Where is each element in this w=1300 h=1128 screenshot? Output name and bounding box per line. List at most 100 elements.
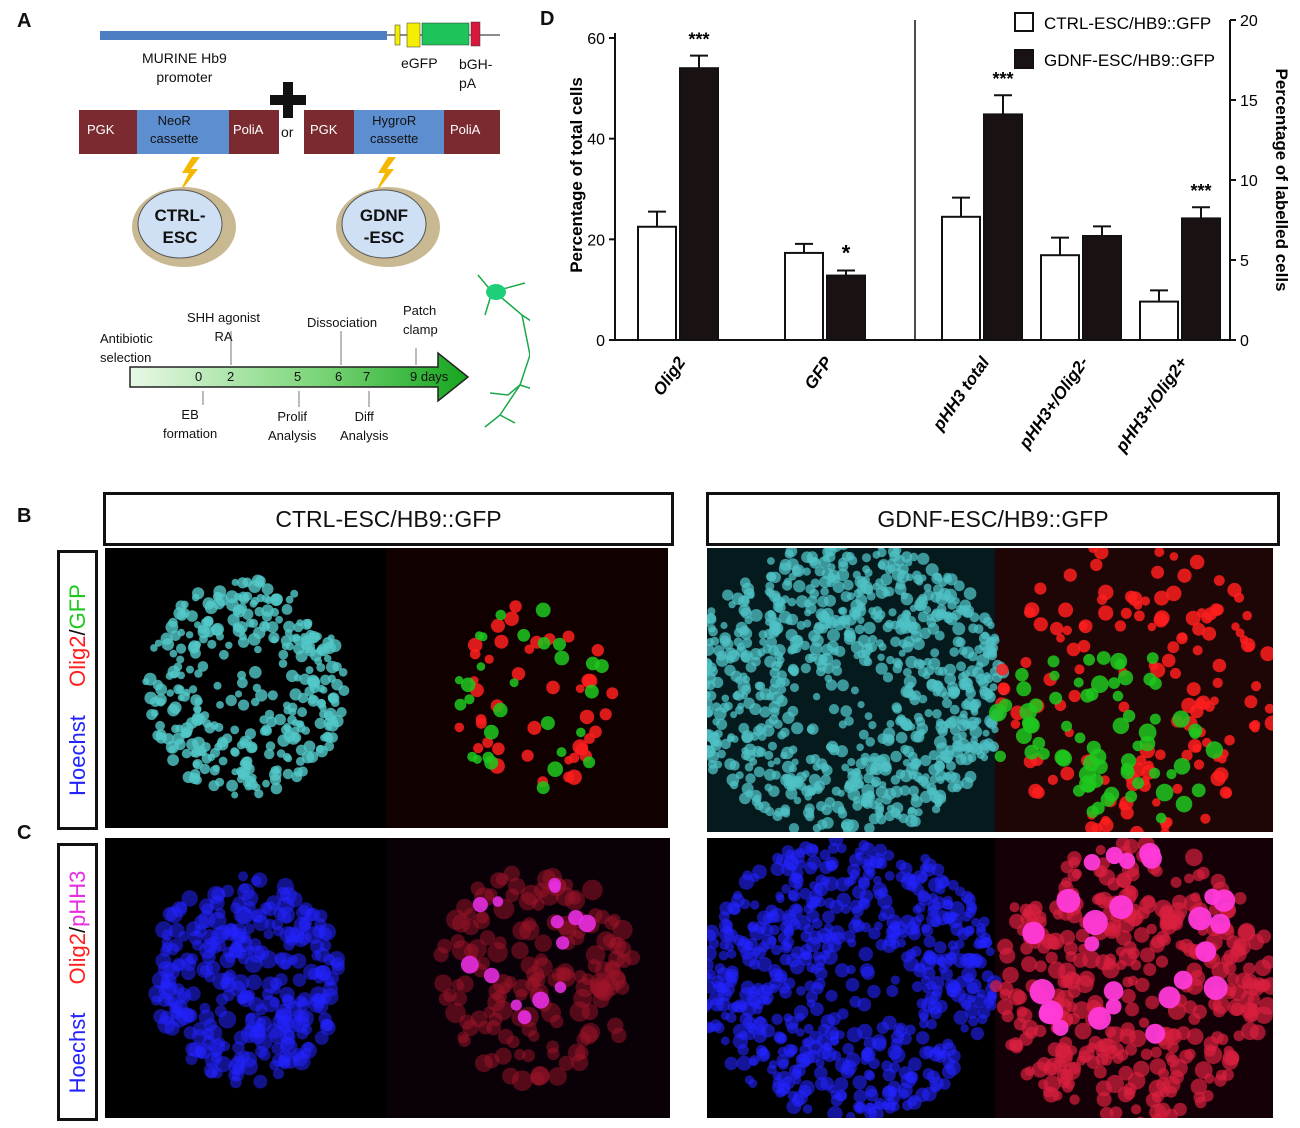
hoechst-blue-ctrl [148, 871, 346, 1089]
panel-a-schematic [79, 21, 530, 428]
micrograph-c-ctrl [105, 838, 670, 1118]
bar-gdnf [826, 274, 866, 341]
hoechst-cyan-gdnf [707, 548, 1010, 832]
bgh-pa-bar [470, 21, 481, 47]
day-2: 2 [227, 369, 235, 384]
stain-legend-c: Hoechst Olig2/pHH3 [57, 843, 98, 1121]
day-0: 0 [195, 369, 203, 384]
cell-gdnf-label: GDNF -ESC [359, 206, 409, 247]
bar-gdnf [679, 67, 719, 341]
panel-label-d: D [540, 8, 555, 30]
stain-c-olig2: Olig2 [64, 933, 90, 985]
header-gdnf: GDNF-ESC/HB9::GFP [706, 492, 1280, 546]
left-axis-title: Percentage of total cells [567, 77, 586, 273]
stain-b-olig2: Olig2 [64, 635, 90, 687]
egfp-bar [406, 22, 421, 48]
left-tick-label: 60 [587, 31, 605, 48]
panel-label-a: A [17, 10, 32, 32]
right-tick-label: 5 [1240, 253, 1249, 270]
significance-label: * [842, 241, 851, 266]
neor-label: NeoR cassette [150, 113, 199, 146]
bgh-label: bGH- pA [459, 56, 493, 91]
stain-c-slash: / [64, 926, 90, 934]
spacer-bar [394, 24, 401, 46]
panel-label-b: B [17, 505, 32, 527]
timeline-above-1: SHH agonist RA [187, 310, 260, 344]
egfp-green-bar [421, 22, 470, 46]
pgk-box-1 [79, 110, 137, 154]
stain-text-b: Hoechst Olig2/GFP [65, 584, 91, 796]
hygror-label: HygroR cassette [370, 113, 419, 146]
right-tick-label: 15 [1240, 93, 1258, 110]
cell-gdnf-inner [341, 189, 427, 259]
legend-label-gdnf: GDNF-ESC/HB9::GFP [1044, 51, 1215, 70]
olig2-gfp-merge-gdnf [988, 548, 1273, 832]
day-5: 5 [294, 369, 302, 384]
legend-label-ctrl: CTRL-ESC/HB9::GFP [1044, 14, 1211, 33]
category-label: GFP [801, 353, 837, 393]
polia-box-2 [444, 110, 500, 154]
bar-ctrl [637, 225, 677, 341]
bar-ctrl [784, 251, 824, 342]
significance-label: *** [688, 30, 709, 50]
header-gdnf-text: GDNF-ESC/HB9::GFP [877, 505, 1109, 532]
right-tick-label: 20 [1240, 13, 1258, 30]
right-tick-label: 0 [1240, 333, 1249, 350]
header-ctrl: CTRL-ESC/HB9::GFP [103, 492, 674, 546]
timeline-below-0: EB formation [163, 407, 218, 441]
cell-ctrl-inner [137, 189, 223, 259]
significance-label: *** [1190, 181, 1211, 201]
bar-ctrl [1139, 300, 1179, 342]
egfp-label: eGFP [401, 55, 438, 71]
right-axis-title: Percentage of labelled cells [1272, 69, 1291, 292]
bar-gdnf [1082, 235, 1122, 341]
micrograph-b-ctrl [105, 548, 668, 828]
hb9-promoter-bar [100, 31, 387, 40]
polia-box-1 [229, 110, 279, 154]
neor-box [137, 110, 229, 154]
category-label: Olig2 [649, 353, 689, 399]
stain-text-c: Hoechst Olig2/pHH3 [65, 871, 91, 1094]
bar-gdnf [1181, 217, 1221, 341]
pgk-box-2 [304, 110, 354, 154]
legend-swatch-gdnf [1014, 49, 1034, 69]
pgk-label-1: PGK [87, 122, 115, 137]
legend-swatch-ctrl [1014, 12, 1034, 32]
plus-v [283, 82, 293, 118]
right-tick-label: 10 [1240, 173, 1258, 190]
significance-label: *** [992, 69, 1013, 89]
left-tick-label: 40 [587, 132, 605, 149]
hygror-box [354, 110, 444, 154]
stain-legend-b: Hoechst Olig2/GFP [57, 550, 98, 830]
polia-label-1: PoliA [233, 122, 264, 137]
day-6: 6 [335, 369, 343, 384]
left-tick-label: 20 [587, 232, 605, 249]
hoechst-blue-gdnf [707, 838, 1003, 1118]
category-label: pHH3 total [928, 352, 994, 434]
bolt-1 [178, 157, 200, 195]
timeline-below-1: Prolif Analysis [268, 409, 317, 443]
category-label: pHH3+/Olig2+ [1111, 353, 1191, 456]
neuron-drawing [477, 274, 530, 428]
cell-ctrl-label: CTRL- ESC [154, 206, 206, 247]
olig2-phh3-merge-ctrl [433, 865, 641, 1091]
day-7: 7 [363, 369, 371, 384]
day-9: 9 days [410, 369, 449, 384]
bolt-2 [374, 157, 396, 195]
stain-c-phh3: pHH3 [64, 870, 90, 927]
or-label: or [281, 124, 294, 140]
stain-c-hoechst: Hoechst [64, 1012, 90, 1094]
category-label: pHH3+/Olig2- [1015, 353, 1093, 453]
timeline-below-2: Diff Analysis [340, 409, 389, 443]
left-tick-label: 0 [596, 333, 605, 350]
panel-label-c: C [17, 822, 32, 844]
timeline-above-2: Dissociation [307, 315, 378, 330]
header-ctrl-text: CTRL-ESC/HB9::GFP [275, 505, 502, 532]
promoter-label: MURINE Hb9 promoter [142, 50, 227, 85]
stain-b-slash: / [64, 629, 90, 636]
timeline-above-3: Patch clamp [403, 303, 438, 337]
bar-gdnf [983, 113, 1023, 342]
olig2-phh3-merge-gdnf [989, 838, 1273, 1118]
micrograph-b-gdnf [707, 548, 1273, 832]
